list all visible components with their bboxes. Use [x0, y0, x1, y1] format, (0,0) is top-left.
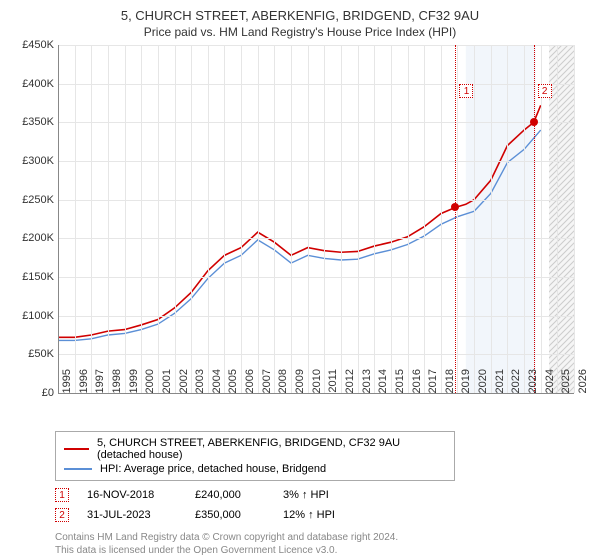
x-tick-label: 1997	[94, 369, 106, 399]
x-tick-label: 2011	[327, 369, 339, 399]
y-tick-label: £350K	[8, 116, 54, 128]
legend-swatch	[64, 468, 92, 470]
x-tick-label: 2017	[427, 369, 439, 399]
x-tick-label: 2020	[477, 369, 489, 399]
footer-line1: Contains HM Land Registry data © Crown c…	[55, 531, 588, 544]
chart-area: 12 £0£50K£100K£150K£200K£250K£300K£350K£…	[8, 45, 588, 425]
legend-row: 5, CHURCH STREET, ABERKENFIG, BRIDGEND, …	[64, 436, 446, 462]
footer-line2: This data is licensed under the Open Gov…	[55, 544, 588, 557]
legend-swatch	[64, 448, 89, 450]
y-axis	[58, 45, 59, 393]
sales-price: £240,000	[195, 489, 265, 501]
legend-label: 5, CHURCH STREET, ABERKENFIG, BRIDGEND, …	[97, 437, 446, 461]
sale-dot	[451, 203, 459, 211]
x-tick-label: 2021	[494, 369, 506, 399]
legend-label: HPI: Average price, detached house, Brid…	[100, 463, 326, 475]
x-tick-label: 2014	[377, 369, 389, 399]
x-tick-label: 2025	[560, 369, 572, 399]
footer-text: Contains HM Land Registry data © Crown c…	[55, 531, 588, 557]
sales-row: 1 16-NOV-2018 £240,000 3% ↑ HPI	[55, 485, 588, 505]
y-tick-label: £0	[8, 387, 54, 399]
x-tick-label: 2015	[394, 369, 406, 399]
chart-subtitle: Price paid vs. HM Land Registry's House …	[0, 23, 600, 45]
sales-date: 31-JUL-2023	[87, 509, 177, 521]
sales-diff: 12% ↑ HPI	[283, 509, 363, 521]
chart-container: 5, CHURCH STREET, ABERKENFIG, BRIDGEND, …	[0, 0, 600, 560]
line-series-svg	[58, 45, 574, 393]
x-tick-label: 2003	[194, 369, 206, 399]
sale-marker-1: 1	[459, 84, 473, 98]
y-tick-label: £250K	[8, 194, 54, 206]
x-tick-label: 2019	[460, 369, 472, 399]
sale-marker-2: 2	[538, 84, 552, 98]
y-tick-label: £300K	[8, 155, 54, 167]
chart-title: 5, CHURCH STREET, ABERKENFIG, BRIDGEND, …	[0, 0, 600, 23]
x-tick-label: 2007	[261, 369, 273, 399]
x-tick-label: 2009	[294, 369, 306, 399]
x-tick-label: 2016	[411, 369, 423, 399]
x-tick-label: 2024	[544, 369, 556, 399]
y-tick-label: £450K	[8, 39, 54, 51]
x-tick-label: 1995	[61, 369, 73, 399]
x-tick-label: 1996	[78, 369, 90, 399]
sales-table: 1 16-NOV-2018 £240,000 3% ↑ HPI 2 31-JUL-2023…	[55, 485, 588, 525]
sales-price: £350,000	[195, 509, 265, 521]
x-tick-label: 2010	[311, 369, 323, 399]
x-tick-label: 2012	[344, 369, 356, 399]
x-tick-label: 2006	[244, 369, 256, 399]
sales-marker: 2	[55, 508, 69, 522]
x-tick-label: 2005	[227, 369, 239, 399]
x-tick-label: 2018	[444, 369, 456, 399]
plot-region: 12	[58, 45, 574, 393]
y-tick-label: £100K	[8, 310, 54, 322]
sales-diff: 3% ↑ HPI	[283, 489, 363, 501]
y-tick-label: £50K	[8, 348, 54, 360]
y-tick-label: £200K	[8, 232, 54, 244]
sales-marker: 1	[55, 488, 69, 502]
x-tick-label: 2013	[361, 369, 373, 399]
sales-date: 16-NOV-2018	[87, 489, 177, 501]
x-tick-label: 1999	[128, 369, 140, 399]
sale-dot	[530, 118, 538, 126]
sales-row: 2 31-JUL-2023 £350,000 12% ↑ HPI	[55, 505, 588, 525]
x-tick-label: 2002	[178, 369, 190, 399]
y-tick-label: £400K	[8, 78, 54, 90]
legend-box: 5, CHURCH STREET, ABERKENFIG, BRIDGEND, …	[55, 431, 455, 481]
legend-row: HPI: Average price, detached house, Brid…	[64, 462, 446, 476]
y-tick-label: £150K	[8, 271, 54, 283]
x-tick-label: 2022	[510, 369, 522, 399]
x-tick-label: 1998	[111, 369, 123, 399]
x-tick-label: 2008	[277, 369, 289, 399]
x-tick-label: 2004	[211, 369, 223, 399]
x-tick-label: 2001	[161, 369, 173, 399]
x-tick-label: 2026	[577, 369, 589, 399]
x-tick-label: 2023	[527, 369, 539, 399]
x-tick-label: 2000	[144, 369, 156, 399]
